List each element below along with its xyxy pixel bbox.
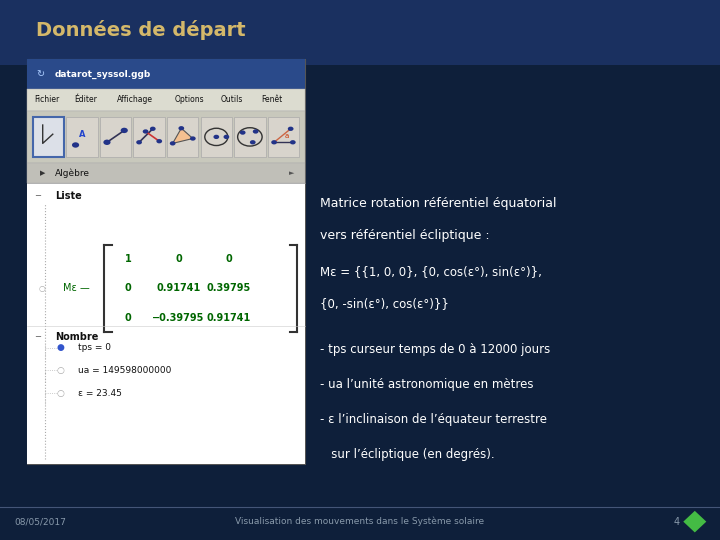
Circle shape [136,140,142,145]
FancyBboxPatch shape [0,0,720,65]
FancyBboxPatch shape [27,59,305,89]
Circle shape [121,128,128,133]
FancyBboxPatch shape [100,117,131,157]
Text: 0: 0 [125,313,132,323]
Text: - ua l’unité astronomique en mètres: - ua l’unité astronomique en mètres [320,378,534,391]
FancyBboxPatch shape [133,117,165,157]
Text: Fichier: Fichier [35,96,60,104]
Text: 0: 0 [175,254,182,264]
Text: tps = 0: tps = 0 [78,343,111,352]
Text: ua = 149598000000: ua = 149598000000 [78,366,171,375]
Text: 0: 0 [125,284,132,293]
Circle shape [72,143,79,148]
FancyBboxPatch shape [27,163,305,183]
Text: 0.91741: 0.91741 [156,284,201,293]
Text: ●: ● [57,343,64,352]
Text: Outils: Outils [220,96,243,104]
Text: ε = 23.45: ε = 23.45 [78,389,122,397]
Circle shape [250,140,256,145]
Text: ▶: ▶ [40,170,45,176]
FancyBboxPatch shape [27,89,305,111]
Text: vers référentiel écliptique :: vers référentiel écliptique : [320,230,490,242]
Text: −: − [35,333,42,341]
Text: datarot_syssol.ggb: datarot_syssol.ggb [55,70,151,78]
FancyBboxPatch shape [27,111,305,163]
Circle shape [288,126,294,131]
Text: Liste: Liste [55,191,81,201]
Text: A: A [78,130,85,139]
Text: 08/05/2017: 08/05/2017 [14,517,66,526]
Circle shape [190,137,196,141]
Circle shape [156,139,162,144]
Circle shape [223,135,229,139]
FancyBboxPatch shape [33,117,64,157]
FancyBboxPatch shape [234,117,266,157]
Polygon shape [173,128,193,144]
Text: - ε l’inclinaison de l’équateur terrestre: - ε l’inclinaison de l’équateur terrestr… [320,413,547,426]
Text: 0.39795: 0.39795 [207,284,251,293]
FancyBboxPatch shape [167,117,199,157]
FancyBboxPatch shape [27,59,305,464]
Circle shape [179,126,184,131]
Text: ↻: ↻ [36,69,44,79]
Text: 4: 4 [673,517,680,526]
Polygon shape [683,511,706,532]
Circle shape [143,129,148,134]
Text: 0: 0 [225,254,233,264]
Text: Nombre: Nombre [55,332,98,342]
Circle shape [240,131,246,135]
Text: sur l’écliptique (en degrés).: sur l’écliptique (en degrés). [320,448,495,461]
Text: −0.39795: −0.39795 [153,313,204,323]
Text: ○: ○ [57,389,64,397]
Circle shape [104,140,111,145]
Text: Éditer: Éditer [74,96,97,104]
Text: Matrice rotation référentiel équatorial: Matrice rotation référentiel équatorial [320,197,557,210]
Circle shape [290,140,296,145]
Text: Algèbre: Algèbre [55,168,90,178]
Text: Options: Options [175,96,204,104]
Text: Affichage: Affichage [117,96,153,104]
Text: Visualisation des mouvements dans le Système solaire: Visualisation des mouvements dans le Sys… [235,517,485,526]
Text: ►: ► [289,170,294,176]
Text: Fenêt: Fenêt [261,96,283,104]
Text: a: a [285,133,289,139]
Text: - tps curseur temps de 0 à 12000 jours: - tps curseur temps de 0 à 12000 jours [320,343,551,356]
Text: ○: ○ [57,366,64,375]
Text: ○: ○ [38,284,45,293]
FancyBboxPatch shape [201,117,232,157]
Circle shape [170,141,176,146]
Circle shape [150,126,156,131]
Text: 1: 1 [125,254,132,264]
Text: Mε —: Mε — [63,284,90,293]
Circle shape [213,135,219,139]
FancyBboxPatch shape [66,117,98,157]
Circle shape [271,140,277,145]
Text: −: − [35,192,42,200]
FancyBboxPatch shape [27,183,305,464]
FancyBboxPatch shape [268,117,300,157]
Text: {0, -sin(ε°), cos(ε°)}}: {0, -sin(ε°), cos(ε°)}} [320,297,449,310]
Text: Mε = {{1, 0, 0}, {0, cos(ε°), sin(ε°)},: Mε = {{1, 0, 0}, {0, cos(ε°), sin(ε°)}, [320,265,542,278]
Text: 0.91741: 0.91741 [207,313,251,323]
Circle shape [253,129,258,134]
Text: Données de départ: Données de départ [36,19,246,40]
